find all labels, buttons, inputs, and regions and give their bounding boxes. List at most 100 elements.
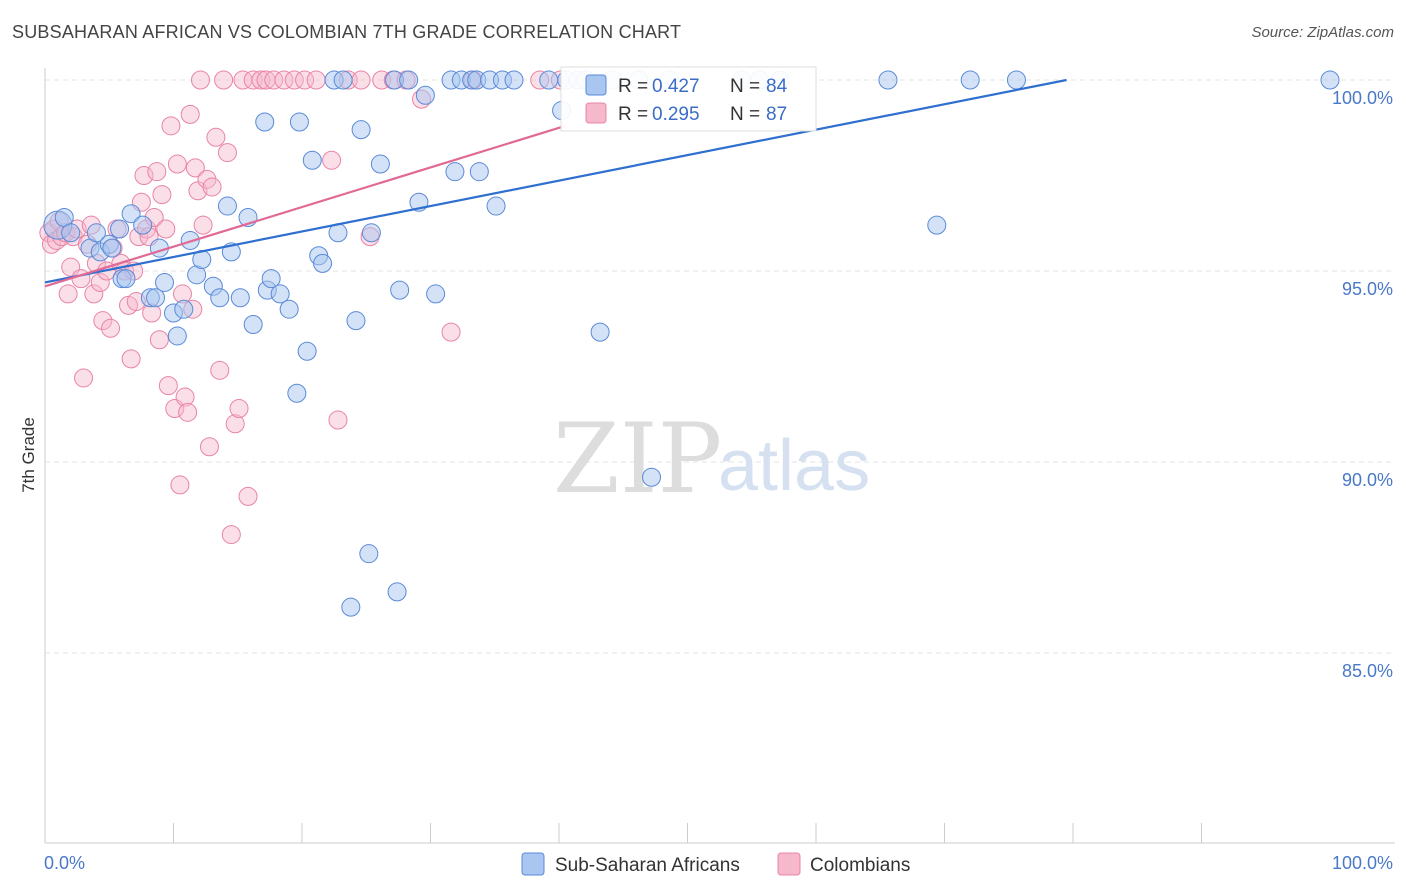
- colombians-point: [274, 70, 294, 90]
- subsaharan-point: [217, 196, 237, 216]
- x-tick-label-end: 100.0%: [1332, 853, 1393, 873]
- colombians-point: [121, 349, 141, 369]
- trend-line-colombians: [44, 124, 566, 288]
- colombians-point: [134, 166, 154, 185]
- y-tick-label: 85.0%: [1342, 661, 1393, 681]
- x-tick-labels: 0.0% 100.0%: [44, 853, 1393, 873]
- subsaharan-point: [210, 288, 230, 308]
- watermark-zip: ZIP: [553, 403, 722, 515]
- subsaharan-point: [270, 284, 290, 304]
- subsaharan-point: [243, 314, 263, 334]
- subsaharan-point: [399, 70, 419, 90]
- legend-n-value-2: 87: [766, 104, 787, 125]
- colombians-point: [225, 414, 245, 434]
- subsaharan-point: [642, 467, 662, 487]
- bottom-legend-label-subsaharan: Sub-Saharan Africans: [555, 855, 740, 876]
- colombians-point: [149, 330, 169, 350]
- colombians-point: [206, 127, 226, 147]
- bottom-legend-label-colombians: Colombians: [810, 855, 910, 876]
- subsaharan-point: [415, 85, 435, 105]
- subsaharan-point: [102, 238, 122, 258]
- bottom-legend: Sub-Saharan Africans Colombians: [521, 852, 910, 876]
- subsaharan-point: [121, 204, 141, 224]
- watermark-atlas: atlas: [718, 426, 870, 506]
- y-tick-labels: 85.0% 90.0% 95.0% 100.0%: [1332, 88, 1393, 681]
- subsaharan-point: [361, 223, 381, 243]
- colombians-point: [441, 322, 461, 342]
- subsaharan-point: [297, 341, 317, 361]
- colombians-point: [180, 104, 200, 124]
- subsaharan-point: [960, 70, 980, 90]
- colombians-point: [93, 311, 113, 331]
- colombians-point: [322, 150, 342, 170]
- subsaharan-point: [445, 162, 465, 182]
- legend-r-value-2: 0.295: [652, 104, 700, 125]
- y-tick-label: 95.0%: [1342, 279, 1393, 299]
- subsaharan-point: [333, 70, 353, 90]
- subsaharan-point: [230, 288, 250, 308]
- colombians-point: [210, 360, 230, 380]
- legend-box: R = 0.427 N = 84 R = 0.295 N = 87: [560, 66, 817, 132]
- colombians-point: [167, 154, 187, 174]
- subsaharan-point: [504, 70, 524, 90]
- colombians-point: [229, 399, 249, 419]
- subsaharan-point: [387, 582, 407, 602]
- colombians-point: [295, 70, 315, 90]
- subsaharan-point: [590, 322, 610, 342]
- colombians-point: [214, 70, 234, 90]
- colombians-point: [238, 486, 258, 506]
- subsaharan-point: [174, 299, 194, 319]
- subsaharan-point: [110, 219, 130, 239]
- subsaharan-point: [878, 70, 898, 90]
- subsaharan-point: [289, 112, 309, 132]
- subsaharan-point: [146, 288, 166, 308]
- colombians-point: [101, 318, 121, 338]
- subsaharan-point: [279, 299, 299, 319]
- chart-source: Source: ZipAtlas.com: [1251, 24, 1394, 41]
- legend-n-label-2: N =: [730, 104, 760, 125]
- grid-lines: [45, 79, 1395, 654]
- colombians-point: [264, 70, 284, 90]
- subsaharan-point: [486, 196, 506, 216]
- colombians-point: [58, 284, 78, 304]
- subsaharan-point: [426, 284, 446, 304]
- colombians-point: [199, 437, 219, 457]
- colombians-point: [190, 70, 210, 90]
- colombians-point: [156, 219, 176, 239]
- subsaharan-point: [261, 269, 281, 289]
- subsaharan-point: [539, 70, 559, 90]
- axes: [44, 68, 1395, 844]
- colombians-point: [161, 116, 181, 136]
- colombians-point: [147, 162, 167, 182]
- colombians-point: [84, 284, 104, 304]
- colombians-point: [306, 70, 326, 90]
- legend-r-label-2: R =: [618, 104, 648, 125]
- colombians-point: [284, 70, 304, 90]
- subsaharan-point: [1006, 70, 1026, 90]
- bottom-legend-swatch-pink: [777, 852, 801, 876]
- subsaharan-point: [370, 154, 390, 174]
- colombians-point: [193, 215, 213, 235]
- subsaharan-point: [61, 223, 81, 243]
- series-colombians-points: [39, 70, 570, 545]
- legend-swatch-pink: [585, 102, 607, 124]
- colombians-point: [175, 387, 195, 407]
- subsaharan-point: [341, 597, 361, 617]
- x-tick-label-start: 0.0%: [44, 853, 85, 873]
- chart-title: SUBSAHARAN AFRICAN VS COLOMBIAN 7TH GRAD…: [12, 22, 682, 42]
- colombians-point: [178, 402, 198, 422]
- colombians-point: [90, 272, 110, 292]
- subsaharan-point: [359, 544, 379, 564]
- subsaharan-point: [313, 253, 333, 273]
- colombians-point: [185, 158, 205, 178]
- subsaharan-point: [116, 269, 136, 289]
- colombians-point: [221, 525, 241, 545]
- colombians-point: [217, 143, 237, 163]
- legend-n-label-1: N =: [730, 76, 760, 97]
- legend-n-value-1: 84: [766, 76, 788, 97]
- legend-r-label-1: R =: [618, 76, 648, 97]
- legend-r-value-1: 0.427: [652, 76, 700, 97]
- subsaharan-point: [390, 280, 410, 300]
- subsaharan-point: [287, 383, 307, 403]
- colombians-point: [202, 177, 222, 197]
